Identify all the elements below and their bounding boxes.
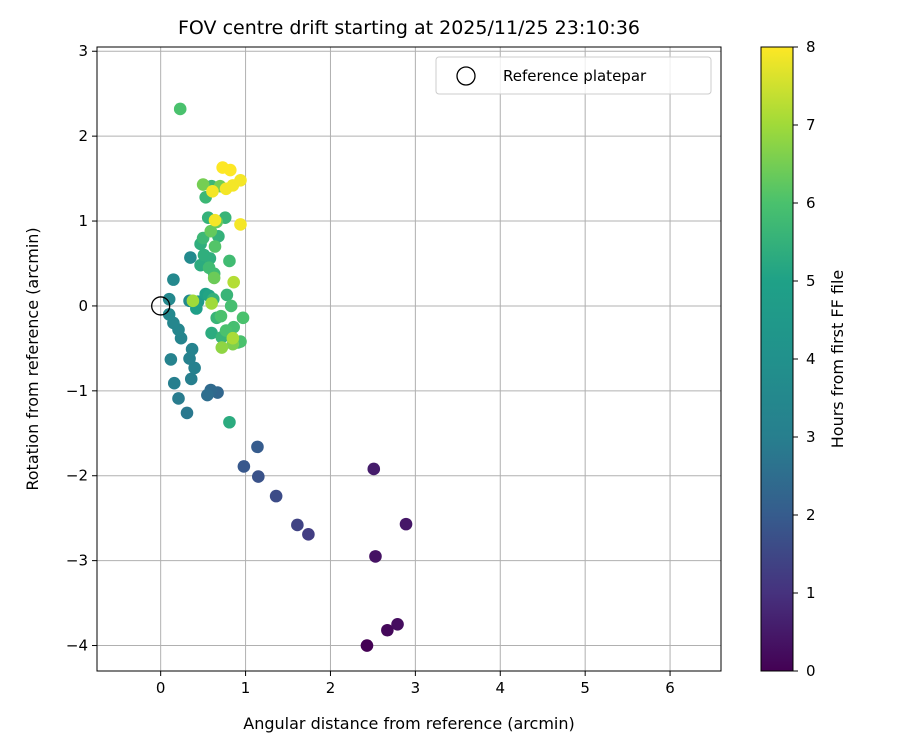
data-point [173,102,187,116]
legend-label: Reference platepar [503,67,647,85]
y-tick-label: −1 [66,382,88,400]
data-point [167,376,181,390]
data-point [188,361,201,375]
x-tick-label: 6 [665,679,675,697]
data-point [207,271,221,285]
data-point [162,308,176,321]
data-point [369,550,382,563]
colorbar-gradient [760,46,794,672]
legend-marker-reference [456,66,476,86]
colorbar-ticks: 0 1 2 3 4 5 6 7 8 [793,38,816,680]
chart-title: FOV centre drift starting at 2025/11/25 … [178,17,640,39]
data-point [184,372,198,386]
colorbar-tick-label: 2 [806,506,816,524]
data-point [196,178,210,191]
y-tick-label: 1 [78,212,88,230]
y-tick-label: −2 [66,467,88,485]
colorbar-tick-label: 8 [806,38,816,56]
data-point [223,254,236,268]
data-points [151,102,413,652]
data-point [205,297,218,310]
y-axis-label: Rotation from reference (arcmin) [23,227,42,490]
colorbar-tick-label: 7 [806,116,816,134]
x-tick-label: 0 [156,679,166,697]
data-point [206,185,219,198]
colorbar-tick-label: 3 [806,428,816,446]
y-tick-label: 0 [78,297,88,315]
data-point [180,406,194,420]
data-point [236,311,250,325]
reference-platepar-marker [151,296,171,316]
legend: Reference platepar [435,56,712,95]
plot-frame [96,46,722,672]
data-point [269,489,283,503]
data-point [205,326,218,340]
data-point [215,341,229,354]
colorbar-label: Hours from first FF file [828,270,847,449]
y-tick-label: −3 [66,552,88,570]
x-tick-label: 4 [495,679,505,697]
data-point [172,392,185,405]
x-tick-label: 2 [326,679,336,697]
data-point [223,415,236,429]
data-point [237,460,251,473]
data-point [223,163,237,177]
x-axis-ticks: 0 1 2 3 4 5 6 [156,671,675,697]
colorbar-tick-label: 6 [806,194,816,212]
data-point [302,528,315,541]
data-point [186,294,200,308]
data-point [204,224,218,238]
data-point [220,288,234,302]
colorbar: 0 1 2 3 4 5 6 7 8 Hours from first FF file [760,38,847,680]
data-point [367,462,381,476]
data-point [252,470,265,483]
colorbar-tick-label: 1 [806,584,816,602]
data-point [399,517,413,531]
data-point [203,252,217,265]
data-point [291,518,304,532]
y-tick-label: −4 [66,637,88,655]
x-tick-label: 5 [580,679,590,697]
data-point [185,342,199,356]
data-point [208,240,222,253]
data-point [208,213,222,227]
data-point [184,251,197,264]
legend-box [435,56,712,95]
y-tick-label: 2 [78,127,88,145]
colorbar-tick-label: 4 [806,350,816,368]
data-point [391,618,404,631]
data-point [234,173,247,187]
y-tick-label: 3 [78,42,88,60]
x-axis-label: Angular distance from reference (arcmin) [243,714,574,733]
data-point [224,299,238,313]
data-point [201,388,214,402]
data-point [167,273,180,286]
data-point [226,331,240,345]
colorbar-tick-label: 5 [806,272,816,290]
colorbar-tick-label: 0 [806,662,816,680]
y-axis-ticks: −4 −3 −2 −1 0 1 2 3 [66,42,97,655]
data-point [227,275,240,289]
data-point [360,639,374,652]
data-point [381,623,394,637]
data-point [251,440,264,454]
x-tick-label: 3 [411,679,421,697]
data-point [164,353,178,366]
x-tick-label: 1 [241,679,251,697]
data-point [162,292,176,306]
data-point [214,309,228,323]
data-point [234,218,247,231]
